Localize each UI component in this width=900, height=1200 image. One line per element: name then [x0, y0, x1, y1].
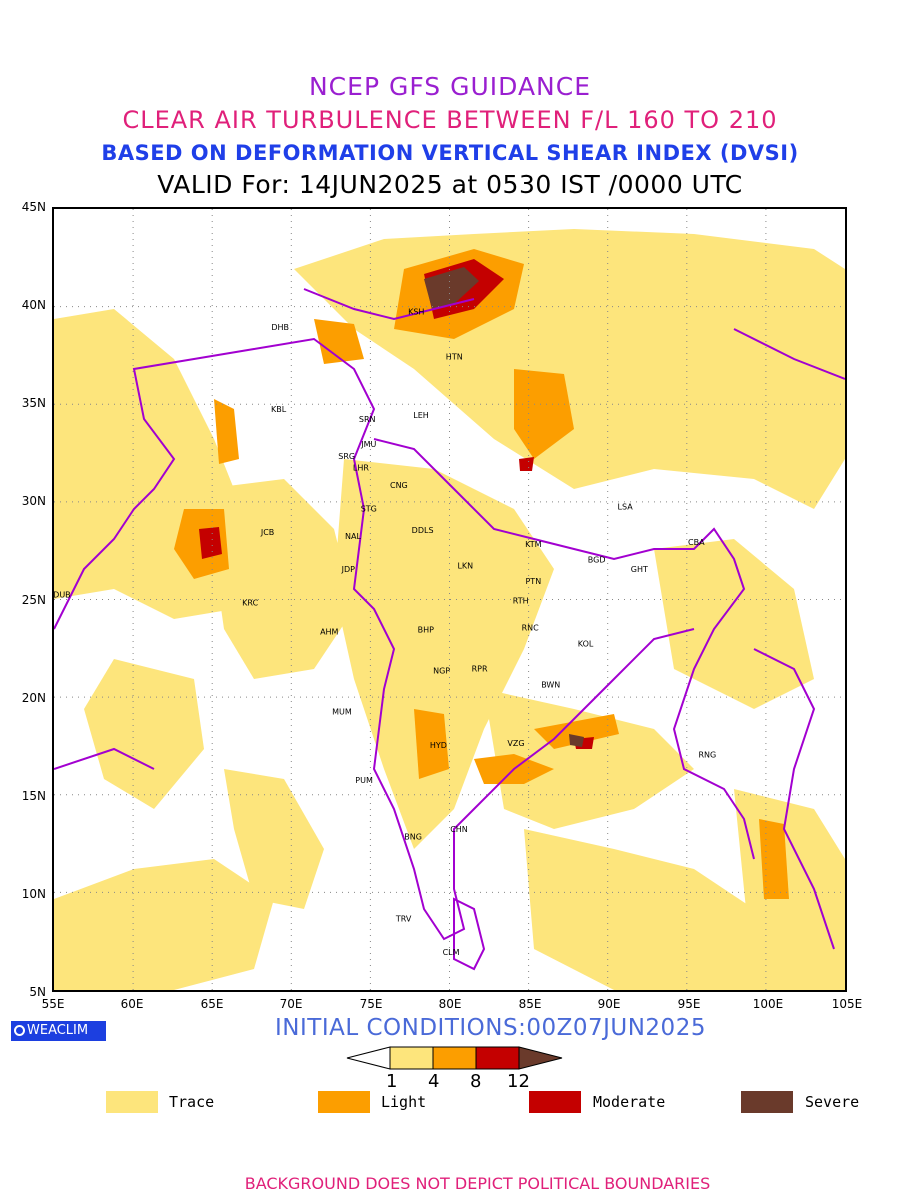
lat-label: 45N	[21, 200, 46, 214]
city-label-ngp: NGP	[433, 667, 450, 676]
city-label-dhb: DHB	[271, 323, 289, 332]
boundaries	[54, 288, 845, 971]
legend-swatch-light	[318, 1091, 370, 1113]
lon-label: 60E	[120, 997, 144, 1011]
city-labels: KSH DHB HTN KBL SRN LEH JMU SRG LHR CNG STG LSA JCB N…	[54, 307, 716, 956]
lon-label: 65E	[200, 997, 224, 1011]
legend-label-light: Light	[381, 1093, 427, 1111]
city-label-chn: CHN	[450, 825, 468, 834]
turbulence-map: KSH DHB HTN KBL SRN LEH JMU SRG LHR CNG STG LSA JCB N…	[52, 207, 847, 992]
colorbar-moderate	[475, 1046, 520, 1070]
city-label-htn: HTN	[446, 352, 463, 361]
legend-label-moderate: Moderate	[593, 1093, 666, 1111]
city-label-ddls: DDLS	[412, 526, 434, 535]
lon-label: 105E	[831, 997, 863, 1011]
lat-label: 30N	[21, 494, 46, 508]
city-label-lhr: LHR	[353, 464, 369, 473]
colorbar-severe-arrow	[518, 1046, 563, 1070]
city-label-lkn: LKN	[457, 561, 473, 570]
city-label-srg: SRG	[338, 452, 355, 461]
city-label-dub: DUB	[54, 591, 71, 600]
city-label-krc: KRC	[242, 598, 258, 607]
lat-label: 10N	[21, 887, 46, 901]
city-label-jdp: JDP	[341, 565, 356, 574]
city-label-jmu: JMU	[360, 440, 376, 449]
city-label-jcb: JCB	[260, 528, 274, 537]
colorbar-tick: 8	[470, 1071, 482, 1092]
legend-swatch-severe	[741, 1091, 793, 1113]
legend-swatch-moderate	[529, 1091, 581, 1113]
city-label-srn: SRN	[359, 415, 376, 424]
map-canvas: KSH DHB HTN KBL SRN LEH JMU SRG LHR CNG STG LSA JCB N…	[54, 209, 845, 990]
city-label-mum: MUM	[332, 708, 352, 717]
lon-label: 95E	[677, 997, 701, 1011]
city-label-trv: TRV	[395, 915, 412, 924]
city-label-ahm: AHM	[320, 628, 338, 637]
legend-swatch-trace	[106, 1091, 158, 1113]
lat-label: 40N	[21, 298, 46, 312]
city-label-vzg: VZG	[507, 739, 524, 748]
logo-ring-icon	[14, 1025, 25, 1036]
severe-areas	[424, 267, 584, 747]
lon-label: 85E	[518, 997, 542, 1011]
city-label-ktm: KTM	[525, 540, 542, 549]
city-label-kol: KOL	[578, 639, 594, 648]
lat-label: 5N	[29, 985, 46, 999]
lat-label: 15N	[21, 789, 46, 803]
city-label-ptn: PTN	[525, 577, 541, 586]
city-label-rth: RTH	[513, 596, 529, 605]
city-label-pum: PUM	[355, 776, 373, 785]
city-label-bwn: BWN	[541, 680, 560, 689]
footer-note: BACKGROUND DOES NOT DEPICT POLITICAL BOU…	[244, 1174, 711, 1193]
legend-label-trace: Trace	[169, 1093, 215, 1111]
city-label-stg: STG	[361, 505, 377, 514]
city-label-hyd: HYD	[430, 741, 447, 750]
city-label-lsa: LSA	[618, 503, 634, 512]
colorbar-light	[432, 1046, 477, 1070]
lon-label: 70E	[279, 997, 303, 1011]
legend-label-severe: Severe	[805, 1093, 860, 1111]
initial-conditions: INITIAL CONDITIONS:00Z07JUN2025	[275, 1015, 706, 1041]
city-label-rng: RNG	[698, 751, 716, 760]
colorbar-tick: 1	[386, 1071, 398, 1092]
lat-label: 35N	[21, 396, 46, 410]
city-label-cng: CNG	[390, 481, 408, 490]
city-label-rpr: RPR	[472, 665, 488, 674]
city-label-cba: CBA	[688, 538, 705, 547]
city-label-ksh: KSH	[408, 307, 424, 316]
lon-label: 100E	[752, 997, 784, 1011]
city-label-clm: CLM	[443, 948, 460, 957]
colorbar-tick: 4	[428, 1071, 440, 1092]
colorbar	[346, 1046, 563, 1070]
lat-label: 20N	[21, 691, 46, 705]
lon-label: 75E	[359, 997, 383, 1011]
colorbar-tick: 12	[507, 1071, 530, 1092]
city-label-leh: LEH	[413, 411, 429, 420]
colorbar-low-arrow	[346, 1046, 391, 1070]
weaclim-logo: WEACLIM	[11, 1021, 106, 1041]
city-label-bhp: BHP	[418, 626, 435, 635]
city-label-rnc: RNC	[522, 624, 540, 633]
lon-label: 80E	[438, 997, 462, 1011]
lat-label: 25N	[21, 593, 46, 607]
city-label-ght: GHT	[631, 565, 648, 574]
valid-time: VALID For: 14JUN2025 at 0530 IST /0000 U…	[157, 170, 743, 199]
lon-label: 55E	[41, 997, 65, 1011]
colorbar-trace	[389, 1046, 434, 1070]
title-line-1: NCEP GFS GUIDANCE	[308, 72, 591, 101]
logo-text: WEACLIM	[27, 1023, 89, 1038]
city-label-bgd: BGD	[588, 555, 606, 564]
lon-label: 90E	[597, 997, 621, 1011]
city-label-nal: NAL	[345, 532, 361, 541]
city-label-kbl: KBL	[271, 405, 287, 414]
city-label-bng: BNG	[404, 833, 422, 842]
light-areas	[174, 249, 789, 899]
gridlines	[54, 209, 845, 990]
title-line-2: CLEAR AIR TURBULENCE BETWEEN F/L 160 TO …	[122, 106, 778, 134]
title-line-3: BASED ON DEFORMATION VERTICAL SHEAR INDE…	[101, 141, 799, 165]
